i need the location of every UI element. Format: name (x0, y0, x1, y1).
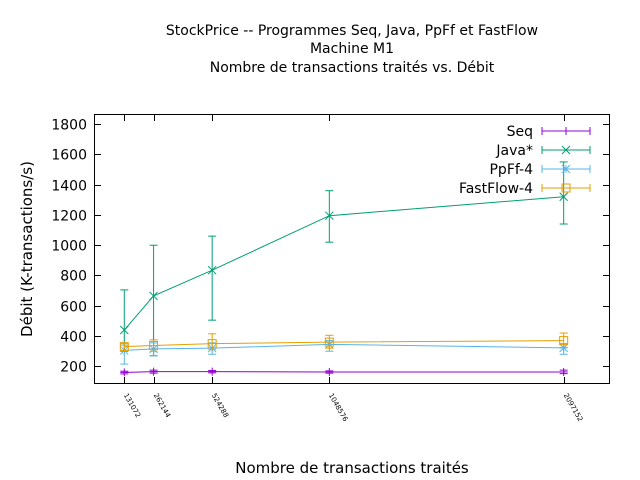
y-tick-label: 1600 (51, 148, 87, 164)
y-axis-label: Débit (K-transactions/s) (18, 161, 36, 337)
legend-label: Seq (507, 124, 533, 140)
y-axis-ticks: 200 400 600 800 1000 1200 1400 1600 1800 (51, 118, 609, 376)
marker-square (324, 337, 334, 347)
title-line-1: StockPrice -- Programmes Seq, Java, PpFf… (166, 23, 538, 39)
series-seq (120, 367, 568, 377)
marker-stroke (561, 145, 571, 155)
marker-square (207, 339, 217, 349)
legend: Seq Java* PpFf-4 FastFlow-4 (459, 124, 591, 197)
y-tick-label: 200 (60, 360, 87, 376)
x-tick-label: 2097152 (562, 392, 585, 423)
marker-square (559, 336, 569, 346)
y-tick-label: 400 (60, 330, 87, 346)
marker-stroke (559, 192, 569, 202)
x-tick-label: 262144 (152, 392, 173, 420)
legend-item: FastFlow-4 (459, 181, 591, 197)
series-line (124, 340, 564, 348)
series-java- (119, 161, 569, 357)
y-tick-label: 1800 (51, 118, 87, 134)
marker-stroke (149, 291, 158, 301)
title-line-2: Machine M1 (310, 41, 394, 57)
legend-item: Seq (507, 124, 591, 140)
series-line (124, 343, 564, 351)
marker-square (149, 340, 159, 350)
y-tick-label: 1400 (51, 179, 87, 195)
marker-stroke (207, 265, 217, 275)
marker-stroke (561, 164, 571, 174)
legend-item: Java* (495, 143, 591, 159)
marker-square (119, 342, 129, 352)
marker-stroke (119, 325, 129, 335)
series-line (124, 371, 564, 373)
x-axis-label: Nombre de transactions traités (235, 459, 469, 477)
legend-label: FastFlow-4 (459, 181, 533, 197)
x-tick-label: 131072 (122, 392, 142, 419)
series-layer (119, 161, 569, 377)
y-tick-label: 1000 (51, 239, 87, 255)
title-line-3: Nombre de transactions traités vs. Débit (210, 60, 495, 76)
x-tick-label: 524288 (210, 392, 230, 419)
x-tick-label: 1048576 (327, 392, 350, 423)
y-tick-label: 800 (60, 269, 87, 285)
legend-label: Java* (495, 143, 533, 159)
series-line (123, 196, 564, 331)
chart-title: StockPrice -- Programmes Seq, Java, PpFf… (166, 23, 538, 76)
marker-stroke (324, 211, 334, 221)
series-fastflow-4 (119, 332, 569, 352)
y-tick-label: 1200 (51, 209, 87, 225)
marker-square (561, 183, 571, 193)
legend-label: PpFf-4 (489, 162, 533, 178)
legend-item: PpFf-4 (489, 162, 591, 178)
y-tick-label: 600 (60, 300, 87, 316)
plot-frame (94, 114, 610, 384)
